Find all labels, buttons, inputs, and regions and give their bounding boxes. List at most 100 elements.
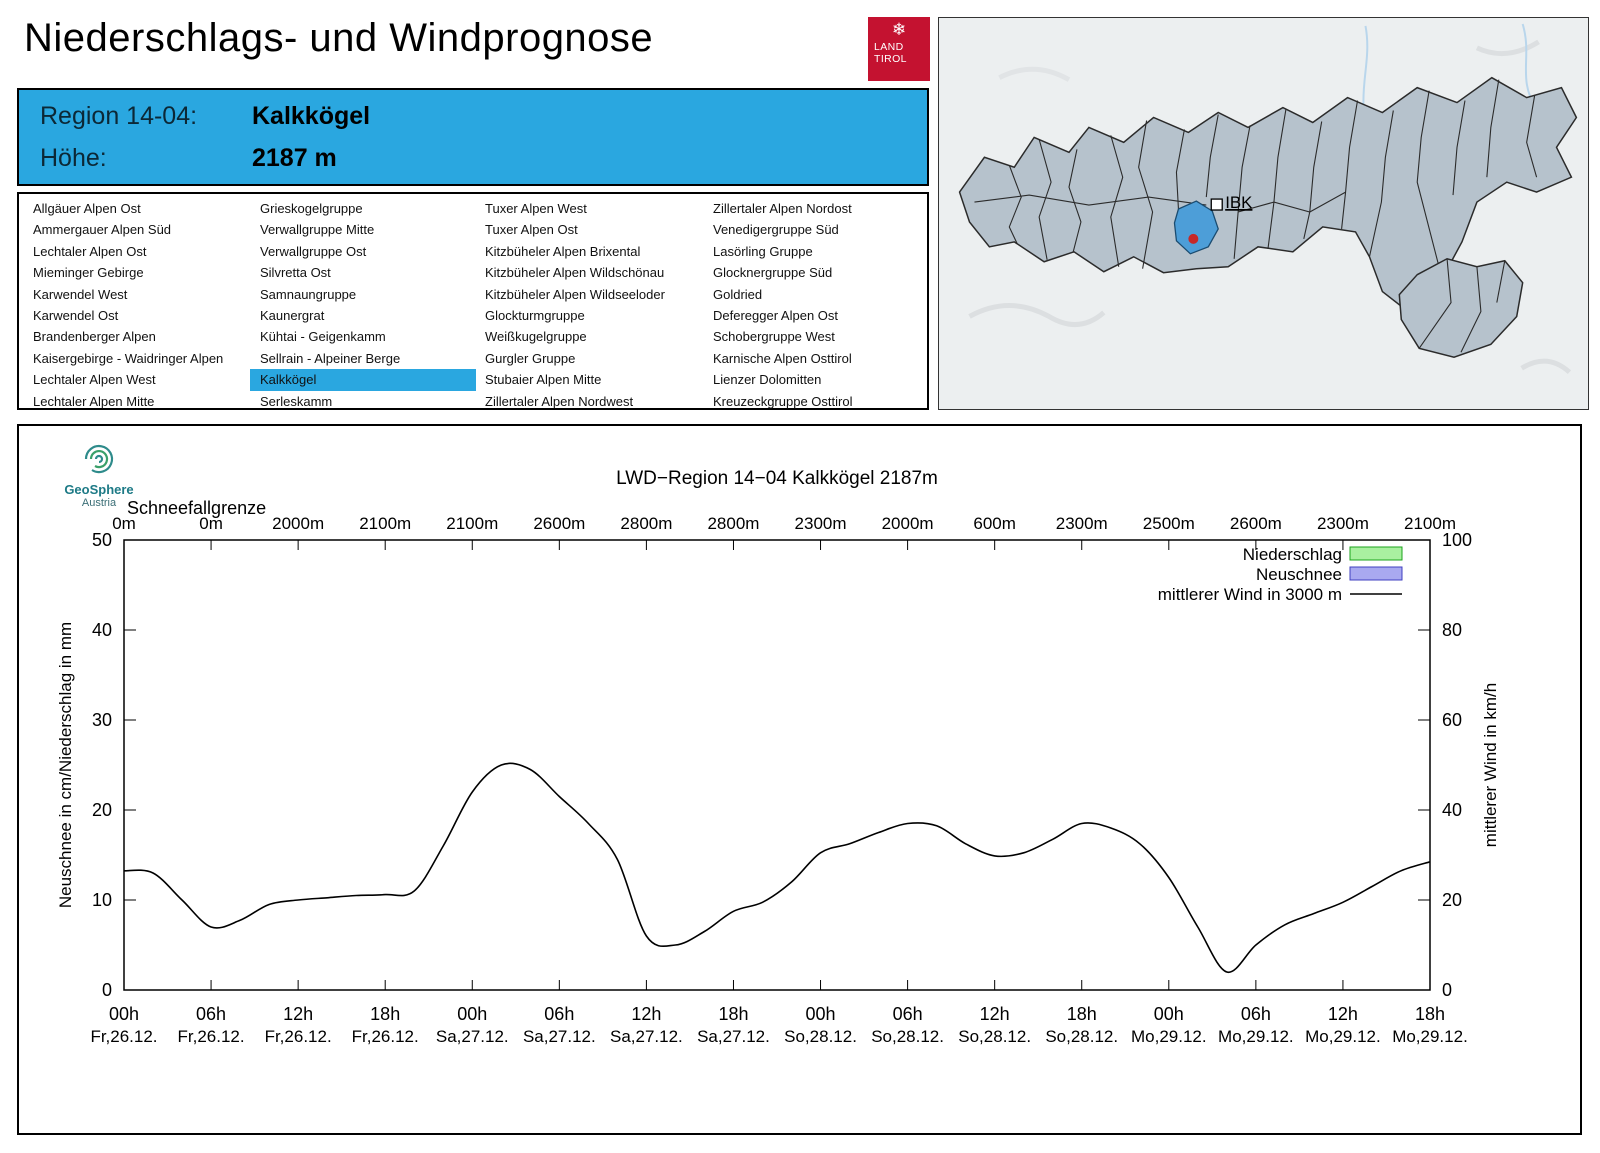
- y-tick-right-label: 20: [1442, 890, 1462, 910]
- region-list-item[interactable]: Tuxer Alpen Ost: [485, 222, 578, 238]
- x-tick-day-label: So,28.12.: [784, 1027, 857, 1046]
- region-list-item[interactable]: Kitzbüheler Alpen Wildschönau: [485, 265, 665, 281]
- wind-line: [123, 762, 1431, 973]
- region-list-item[interactable]: Brandenberger Alpen: [33, 329, 156, 345]
- region-list-item[interactable]: Lienzer Dolomitten: [713, 372, 822, 388]
- region-list-item[interactable]: Venedigergruppe Süd: [713, 222, 839, 238]
- terrain-decoration: [1520, 358, 1572, 375]
- x-tick-hour-label: 00h: [806, 1004, 836, 1024]
- region-list-item[interactable]: Kitzbüheler Alpen Brixental: [485, 243, 641, 259]
- map-region-north-tirol[interactable]: [958, 76, 1578, 314]
- x-tick-day-label: Fr,26.12.: [352, 1027, 419, 1046]
- x-tick-hour-label: 12h: [283, 1004, 313, 1024]
- region-list-column-3: Tuxer Alpen West Tuxer Alpen Ost Kitzbühel…: [475, 198, 701, 412]
- region-list-item[interactable]: Kreuzeckgruppe Osttirol: [713, 393, 853, 409]
- y-tick-left-label: 30: [92, 710, 112, 730]
- region-list-item[interactable]: Zillertaler Alpen Nordost: [713, 201, 852, 216]
- x-tick-day-label: Mo,29.12.: [1131, 1027, 1207, 1046]
- map-internal-borders: [974, 79, 1538, 279]
- y-axis-title-right: mittlerer Wind in km/h: [1481, 683, 1500, 847]
- region-list-item[interactable]: Kitzbüheler Alpen Wildseeloder: [485, 286, 665, 302]
- region-list-item[interactable]: Verwallgruppe Ost: [260, 243, 367, 259]
- region-list-item[interactable]: Deferegger Alpen Ost: [713, 308, 839, 324]
- region-list-item[interactable]: Kaisergebirge - Waidringer Alpen: [33, 350, 224, 366]
- map-region-selected[interactable]: [1173, 200, 1219, 255]
- y-tick-left-label: 50: [92, 530, 112, 550]
- region-list-item[interactable]: Lasörling Gruppe: [713, 243, 813, 259]
- x-tick-hour-label: 06h: [1241, 1004, 1271, 1024]
- tirol-region-map[interactable]: IBK: [938, 17, 1589, 410]
- region-list-item[interactable]: Lechtaler Alpen West: [33, 372, 156, 388]
- x-tick-hour-label: 18h: [1415, 1004, 1445, 1024]
- x-tick-day-label: Mo,29.12.: [1218, 1027, 1294, 1046]
- y-tick-left-label: 40: [92, 620, 112, 640]
- snowline-value: 2600m: [533, 514, 585, 533]
- land-logo-line1: LAND: [874, 41, 904, 53]
- plot-border: [123, 539, 1431, 991]
- x-tick-day-label: Sa,27.12.: [523, 1027, 596, 1046]
- region-list-item[interactable]: Serleskamm: [260, 393, 333, 409]
- region-list-item[interactable]: Samnaungruppe: [260, 286, 357, 302]
- region-list-item[interactable]: Grieskogelgruppe: [260, 201, 363, 216]
- region-list-item[interactable]: Sellrain - Alpeiner Berge: [260, 350, 401, 366]
- region-list-item[interactable]: Weißkugelgruppe: [485, 329, 587, 345]
- snowflake-icon: ❄: [891, 20, 907, 39]
- x-tick-hour-label: 18h: [370, 1004, 400, 1024]
- x-tick-hour-label: 06h: [544, 1004, 574, 1024]
- region-value: Kalkkögel: [252, 102, 371, 130]
- x-tick-day-label: Fr,26.12.: [90, 1027, 157, 1046]
- region-list-item[interactable]: Allgäuer Alpen Ost: [33, 201, 141, 216]
- region-list-column-4: Zillertaler Alpen Nordost Venedigergruppe…: [703, 198, 929, 412]
- region-list-item[interactable]: Kühtai - Geigenkamm: [260, 329, 386, 345]
- region-list-item-selected[interactable]: Kalkkögel: [250, 369, 476, 391]
- land-tirol-logo: ❄ LAND TIROL: [868, 17, 930, 81]
- region-list-item[interactable]: Silvretta Ost: [260, 265, 331, 281]
- snowline-value: 2300m: [795, 514, 847, 533]
- region-list-item[interactable]: Stubaier Alpen Mitte: [485, 372, 602, 388]
- snowline-value: 2300m: [1056, 514, 1108, 533]
- region-list-item[interactable]: Goldried: [713, 286, 763, 302]
- legend-swatch: [1349, 546, 1403, 561]
- region-list-item[interactable]: Ammergauer Alpen Süd: [33, 222, 172, 238]
- y-tick-right-label: 0: [1442, 980, 1452, 1000]
- x-tick-day-label: Sa,27.12.: [436, 1027, 509, 1046]
- x-tick-day-label: So,28.12.: [871, 1027, 944, 1046]
- x-tick-hour-label: 12h: [631, 1004, 661, 1024]
- snowline-value: 2500m: [1143, 514, 1195, 533]
- region-list-item[interactable]: Glocknergruppe Süd: [713, 265, 833, 281]
- x-tick-hour-label: 06h: [196, 1004, 226, 1024]
- region-list: Allgäuer Alpen Ost Ammergauer Alpen Süd Le…: [17, 192, 929, 410]
- x-tick-hour-label: 06h: [893, 1004, 923, 1024]
- snowline-value: 2100m: [359, 514, 411, 533]
- y-tick-left-label: 10: [92, 890, 112, 910]
- region-list-item[interactable]: Lechtaler Alpen Ost: [33, 243, 147, 259]
- region-list-item[interactable]: Tuxer Alpen West: [485, 201, 587, 216]
- region-list-item[interactable]: Schobergruppe West: [713, 329, 835, 345]
- x-tick-day-label: Mo,29.12.: [1392, 1027, 1468, 1046]
- terrain-decoration: [968, 303, 1106, 327]
- page-title: Niederschlags- und Windprognose: [24, 16, 654, 60]
- region-list-item[interactable]: Mieminger Gebirge: [33, 265, 144, 281]
- region-list-item[interactable]: Karwendel West: [33, 286, 128, 302]
- y-tick-right-label: 100: [1442, 530, 1472, 550]
- region-list-item[interactable]: Verwallgruppe Mitte: [260, 222, 375, 238]
- snowline-value: 2100m: [1404, 514, 1456, 533]
- terrain-decoration: [998, 66, 1071, 82]
- y-tick-right-label: 60: [1442, 710, 1462, 730]
- region-list-item[interactable]: Glockturmgruppe: [485, 308, 585, 324]
- altitude-value: 2187 m: [252, 144, 337, 172]
- snowline-value: 0m: [199, 514, 223, 533]
- snowline-value: 2800m: [620, 514, 672, 533]
- snowline-value: 0m: [112, 514, 136, 533]
- terrain-decoration: [1475, 39, 1540, 57]
- geosphere-name: GeoSphere: [64, 482, 134, 497]
- region-list-item[interactable]: Kaunergrat: [260, 308, 325, 324]
- legend-label: mittlerer Wind in 3000 m: [1158, 585, 1342, 604]
- region-list-item[interactable]: Lechtaler Alpen Mitte: [33, 393, 155, 409]
- region-list-item[interactable]: Zillertaler Alpen Nordwest: [485, 393, 634, 409]
- chart-title: LWD−Region 14−04 Kalkkögel 2187m: [616, 468, 938, 489]
- region-list-item[interactable]: Gurgler Gruppe: [485, 350, 576, 366]
- region-list-item[interactable]: Karwendel Ost: [33, 308, 119, 324]
- legend-swatch: [1349, 566, 1403, 581]
- region-list-item[interactable]: Karnische Alpen Osttirol: [713, 350, 852, 366]
